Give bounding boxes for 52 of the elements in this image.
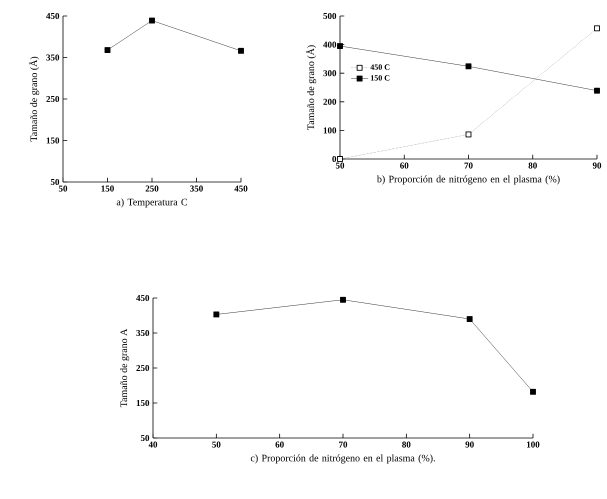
y-axis-title: Tamaño de grano (Å) — [28, 56, 40, 142]
y-tick-label: 200 — [323, 98, 336, 105]
point — [530, 388, 536, 395]
x-axis-title: b) Proporción de nitrógeno en el plasma (%) — [376, 175, 560, 184]
y-tick-label: 450 — [46, 12, 60, 20]
y-tick-label: 50 — [50, 178, 60, 186]
y-axis-title: Tamaño de grano (Å) — [306, 45, 316, 130]
y-tick-label: 300 — [323, 70, 336, 76]
point — [466, 131, 472, 138]
point — [594, 88, 600, 94]
point — [104, 47, 110, 53]
x-tick-label: 90 — [465, 442, 474, 448]
y-axis-title: Tamaño de grano A — [120, 328, 130, 408]
x-tick-label: 80 — [528, 162, 537, 169]
point — [337, 43, 343, 49]
y-tick-label: 250 — [136, 364, 150, 372]
x-axis-title: c) Proporción de nitrógeno en el plasma (%). — [250, 454, 435, 464]
y-tick-label: 400 — [323, 42, 336, 48]
point — [337, 156, 343, 162]
x-tick-label: 250 — [146, 186, 158, 192]
point — [466, 63, 472, 70]
x-tick-label: 60 — [400, 162, 408, 169]
y-tick-label: 250 — [46, 96, 60, 102]
point — [213, 312, 220, 318]
x-tick-label: 80 — [402, 442, 410, 448]
y-tick-label: 350 — [136, 330, 150, 336]
y-tick-label: 350 — [46, 54, 60, 61]
y-tick-label: 50 — [140, 434, 150, 442]
point — [238, 48, 244, 54]
y-tick-label: 0 — [332, 156, 336, 162]
x-tick-label: 50 — [336, 162, 344, 169]
x-tick-label: 150 — [101, 186, 114, 192]
y-tick-label: 100 — [324, 127, 336, 134]
x-tick-label: 40 — [148, 442, 158, 448]
x-tick-label: 350 — [190, 186, 203, 192]
x-tick-label: 90 — [592, 162, 602, 169]
y-tick-label: 450 — [136, 294, 150, 302]
point — [149, 18, 155, 24]
x-tick-label: 70 — [464, 162, 473, 169]
point — [594, 25, 600, 32]
x-tick-label: 450 — [234, 186, 248, 192]
y-tick-label: 150 — [136, 400, 150, 406]
point — [466, 316, 473, 322]
point — [340, 296, 346, 303]
x-axis-title: a) Temperatura C — [116, 198, 188, 208]
x-tick-label: 50 — [212, 442, 220, 448]
x-tick-label: 50 — [58, 186, 68, 192]
y-tick-label: 500 — [323, 12, 336, 20]
x-tick-label: 60 — [275, 442, 284, 448]
x-tick-label: 100 — [526, 442, 540, 448]
x-tick-label: 70 — [339, 442, 348, 448]
y-tick-label: 150 — [46, 137, 60, 144]
